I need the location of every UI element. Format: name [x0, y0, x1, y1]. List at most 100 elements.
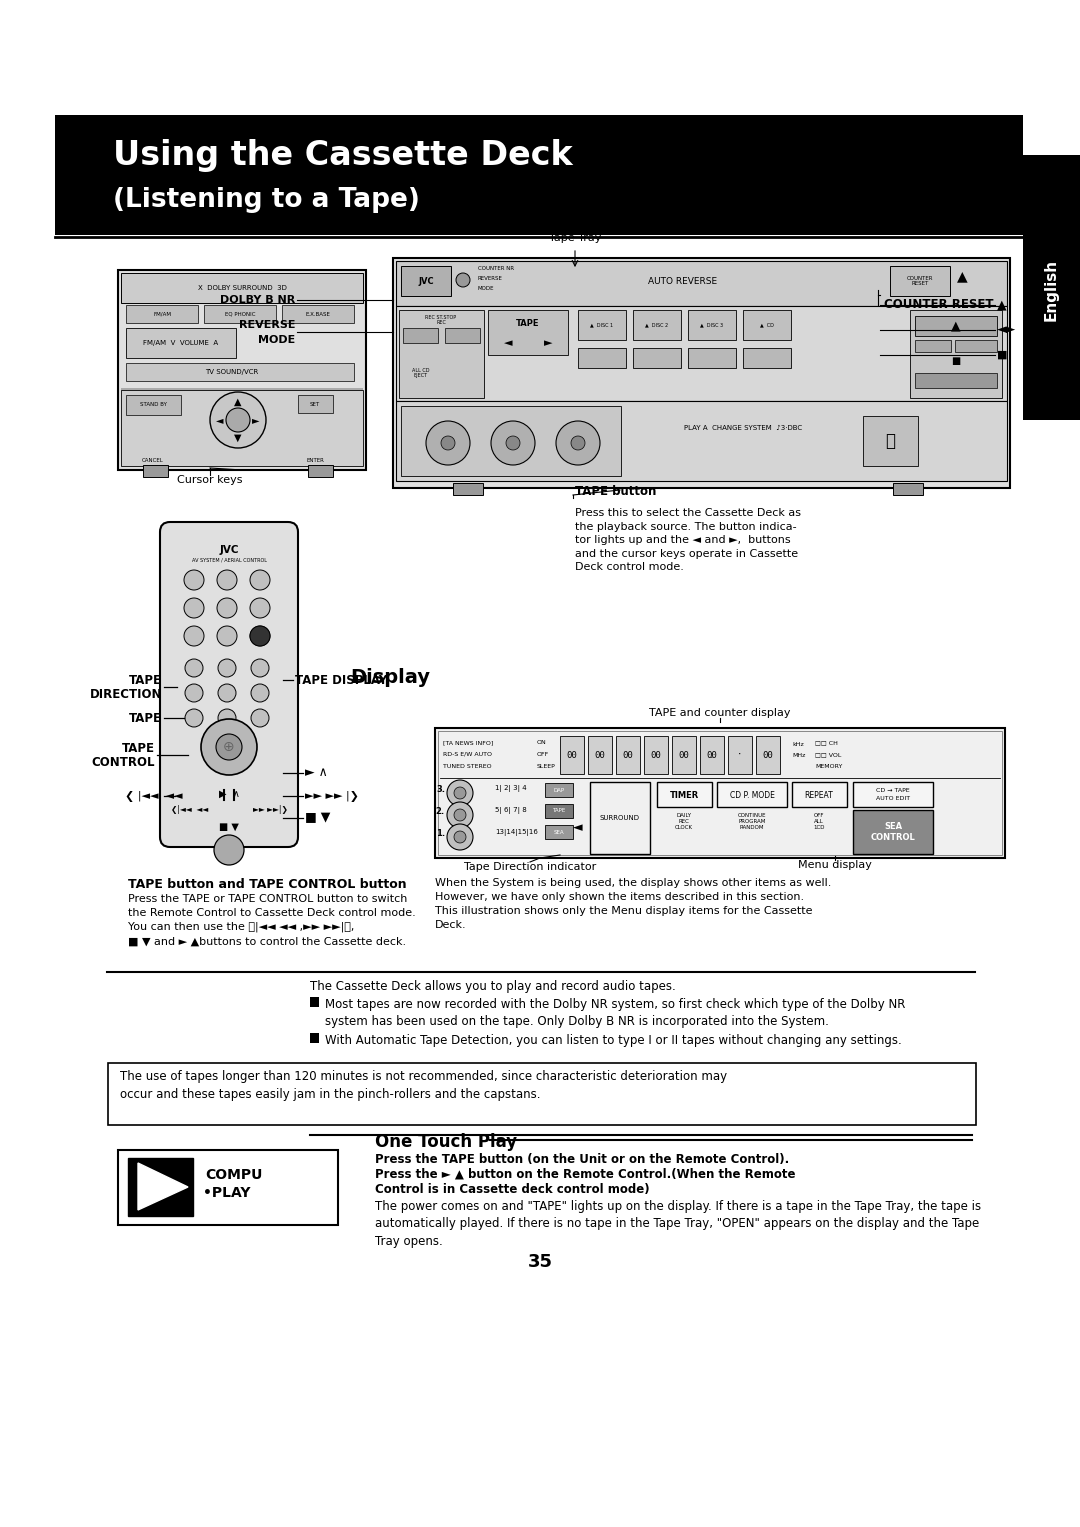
Text: SET: SET: [310, 402, 320, 406]
Text: REPEAT: REPEAT: [805, 791, 834, 800]
Text: ■: ■: [951, 356, 960, 366]
Circle shape: [185, 709, 203, 727]
FancyBboxPatch shape: [121, 273, 363, 302]
Text: The power comes on and "TAPE" lights up on the display. If there is a tape in th: The power comes on and "TAPE" lights up …: [375, 1200, 981, 1248]
Text: ▶  ∧: ▶ ∧: [218, 789, 240, 799]
FancyBboxPatch shape: [143, 466, 168, 476]
Text: ▼: ▼: [234, 434, 242, 443]
Text: ►► ►► |❯: ►► ►► |❯: [305, 791, 359, 802]
Text: 3.: 3.: [436, 785, 445, 794]
Circle shape: [251, 660, 269, 676]
Text: 00: 00: [706, 750, 717, 759]
Text: SLEEP: SLEEP: [537, 764, 556, 770]
Circle shape: [185, 660, 203, 676]
FancyBboxPatch shape: [672, 736, 696, 774]
Text: AUTO REVERSE: AUTO REVERSE: [648, 276, 717, 286]
Circle shape: [216, 734, 242, 760]
Text: DAP: DAP: [553, 788, 565, 793]
Text: ON: ON: [537, 741, 546, 745]
Text: FM/AM: FM/AM: [153, 312, 171, 316]
Text: DOLBY B NR: DOLBY B NR: [219, 295, 295, 305]
Text: TAPE: TAPE: [129, 673, 162, 687]
FancyBboxPatch shape: [396, 261, 1007, 305]
Text: TAPE button: TAPE button: [575, 486, 657, 498]
Text: ▲  CD: ▲ CD: [760, 322, 774, 327]
Text: kHz: kHz: [792, 742, 804, 747]
Text: AUTO EDIT: AUTO EDIT: [876, 797, 910, 802]
Text: COUNTER
RESET: COUNTER RESET: [907, 275, 933, 287]
Text: AV SYSTEM / AERIAL CONTROL: AV SYSTEM / AERIAL CONTROL: [191, 557, 267, 562]
Circle shape: [218, 709, 237, 727]
Text: ▲  DISC 2: ▲ DISC 2: [646, 322, 669, 327]
FancyBboxPatch shape: [644, 736, 669, 774]
FancyBboxPatch shape: [588, 736, 612, 774]
FancyBboxPatch shape: [401, 266, 451, 296]
FancyBboxPatch shape: [118, 1150, 338, 1225]
FancyBboxPatch shape: [915, 341, 951, 353]
FancyBboxPatch shape: [396, 402, 1007, 481]
Circle shape: [214, 835, 244, 864]
Text: ►: ►: [543, 337, 552, 348]
FancyBboxPatch shape: [863, 415, 918, 466]
Text: ■: ■: [997, 350, 1008, 360]
Text: CANCEL: CANCEL: [143, 458, 164, 463]
Circle shape: [249, 599, 270, 618]
Text: MHz: MHz: [792, 753, 806, 757]
Text: 00: 00: [678, 750, 689, 759]
FancyBboxPatch shape: [688, 348, 735, 368]
Text: ⬛: ⬛: [885, 432, 895, 450]
Text: •PLAY: •PLAY: [203, 1186, 251, 1200]
Circle shape: [249, 570, 270, 589]
FancyBboxPatch shape: [890, 266, 950, 296]
Text: Display: Display: [350, 667, 430, 687]
FancyBboxPatch shape: [399, 310, 484, 399]
Text: English: English: [1043, 260, 1058, 321]
Text: ⊕: ⊕: [224, 741, 234, 754]
Text: Press this to select the Cassette Deck as
the playback source. The button indica: Press this to select the Cassette Deck a…: [575, 508, 801, 573]
Text: With Automatic Tape Detection, you can listen to type I or II tapes without chan: With Automatic Tape Detection, you can l…: [325, 1034, 902, 1048]
Text: Menu display: Menu display: [798, 860, 872, 870]
Text: Press the TAPE button (on the Unit or on the Remote Control).: Press the TAPE button (on the Unit or on…: [375, 1153, 789, 1167]
FancyBboxPatch shape: [1023, 156, 1080, 420]
Text: TAPE and counter display: TAPE and counter display: [649, 709, 791, 718]
Text: ◄: ◄: [573, 822, 583, 834]
FancyBboxPatch shape: [401, 406, 621, 476]
Text: ■ ▼: ■ ▼: [219, 822, 239, 832]
Circle shape: [251, 709, 269, 727]
FancyBboxPatch shape: [129, 1157, 193, 1215]
Circle shape: [447, 780, 473, 806]
Text: The Cassette Deck allows you to play and record audio tapes.: The Cassette Deck allows you to play and…: [310, 980, 676, 993]
FancyBboxPatch shape: [121, 388, 363, 391]
FancyBboxPatch shape: [545, 783, 573, 797]
Text: ▲  DISC 3: ▲ DISC 3: [701, 322, 724, 327]
Circle shape: [226, 408, 249, 432]
Text: ▲  DISC 1: ▲ DISC 1: [591, 322, 613, 327]
Text: 00: 00: [623, 750, 633, 759]
FancyBboxPatch shape: [160, 522, 298, 847]
Text: ■ ▼: ■ ▼: [305, 811, 330, 825]
Text: Press the TAPE or TAPE CONTROL button to switch
the Remote Control to Cassette D: Press the TAPE or TAPE CONTROL button to…: [129, 893, 416, 947]
Text: CONTROL: CONTROL: [92, 756, 156, 770]
Circle shape: [210, 392, 266, 447]
Circle shape: [571, 437, 585, 450]
FancyBboxPatch shape: [453, 483, 483, 495]
Text: 00: 00: [762, 750, 773, 759]
FancyBboxPatch shape: [657, 782, 712, 806]
Text: PLAY A  CHANGE SYSTEM  ♪3·DBC: PLAY A CHANGE SYSTEM ♪3·DBC: [684, 425, 802, 431]
Text: DIRECTION: DIRECTION: [90, 689, 162, 701]
FancyBboxPatch shape: [728, 736, 752, 774]
Text: CD → TAPE: CD → TAPE: [876, 788, 909, 793]
Text: 00: 00: [650, 750, 661, 759]
Circle shape: [217, 599, 237, 618]
Circle shape: [184, 570, 204, 589]
FancyBboxPatch shape: [578, 310, 626, 341]
Text: ❮ |◄◄  ◄◄: ❮ |◄◄ ◄◄: [125, 791, 183, 802]
Text: 5| 6| 7| 8: 5| 6| 7| 8: [495, 806, 527, 814]
FancyBboxPatch shape: [915, 316, 997, 336]
Circle shape: [556, 421, 600, 466]
FancyBboxPatch shape: [298, 395, 333, 412]
Text: REVERSE: REVERSE: [478, 275, 503, 281]
Text: ◄: ◄: [216, 415, 224, 425]
Text: RD-S E/W AUTO: RD-S E/W AUTO: [443, 751, 492, 757]
FancyBboxPatch shape: [910, 310, 1002, 399]
